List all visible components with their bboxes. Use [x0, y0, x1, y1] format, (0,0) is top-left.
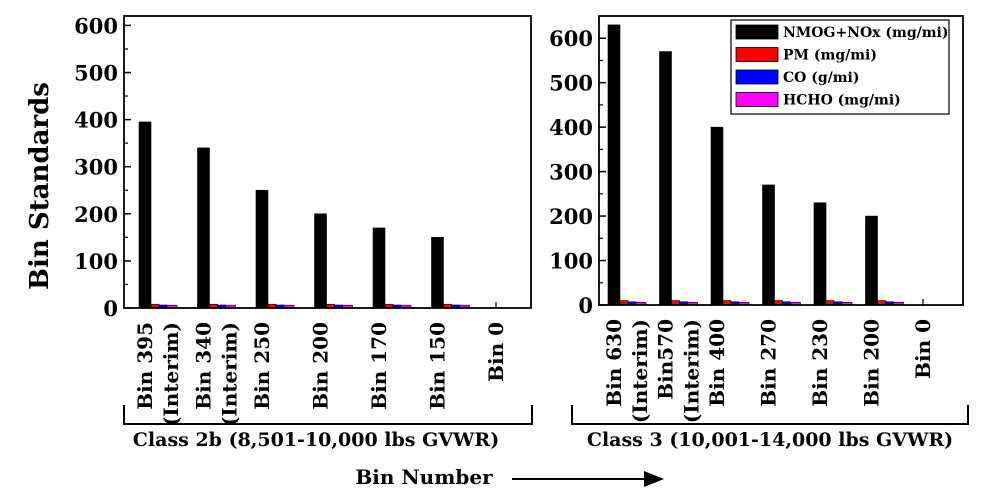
bar-nmognox-0	[138, 121, 152, 309]
legend-label: CO (g/mi)	[783, 70, 860, 86]
legend-swatch	[735, 69, 779, 85]
bar-nmognox-1	[197, 147, 210, 309]
plot-frame	[123, 15, 532, 309]
category-label: Bin 200	[860, 319, 884, 407]
legend-label: NMOG+NOx (mg/mi)	[783, 25, 948, 41]
category-label: Bin 395	[133, 322, 157, 410]
category-label: Bin570	[654, 319, 678, 400]
category-label: Bin 270	[757, 319, 781, 407]
bar-nmognox-4	[813, 202, 827, 306]
category-label: Bin 230	[808, 319, 832, 407]
bar-nmognox-5	[865, 215, 878, 306]
y-tick-label: 600	[549, 26, 593, 51]
category-label: Bin 630	[602, 319, 626, 407]
y-tick-label: 200	[74, 202, 118, 227]
y-tick-label: 100	[74, 249, 118, 274]
group-bracket	[571, 405, 969, 425]
group-label: Class 3 (10,001-14,000 lbs GVWR)	[587, 429, 953, 451]
legend-label: HCHO (mg/mi)	[783, 93, 901, 109]
legend-swatch	[735, 24, 779, 40]
group-label: Class 2b (8,501-10,000 lbs GVWR)	[133, 429, 499, 451]
y-tick-label: 300	[549, 160, 593, 185]
y-tick-label: 600	[74, 13, 118, 38]
bar-nmognox-1	[659, 51, 672, 306]
bar-nmognox-3	[762, 184, 775, 306]
y-tick-label: 0	[103, 296, 118, 321]
y-tick-label: 500	[549, 71, 593, 96]
category-label: Bin 150	[426, 322, 450, 410]
legend-swatch	[735, 47, 779, 62]
category-label: Bin 400	[705, 319, 729, 407]
bar-nmognox-2	[710, 126, 724, 306]
y-tick-label: 500	[74, 61, 118, 86]
bar-nmognox-3	[314, 213, 327, 309]
y-tick-label: 200	[549, 204, 593, 229]
y-tick-label: 300	[74, 155, 118, 180]
bar-nmognox-0	[607, 24, 621, 306]
bar-nmognox-4	[372, 227, 386, 309]
y-tick-label: 100	[549, 249, 593, 274]
category-sublabel: (Interim)	[159, 322, 183, 426]
category-label: Bin 170	[367, 322, 391, 410]
category-sublabel: (Interim)	[218, 322, 242, 426]
category-label: Bin 200	[309, 322, 333, 410]
category-sublabel: (Interim)	[628, 319, 652, 423]
bar-nmognox-2	[255, 189, 269, 309]
legend-label: PM (mg/mi)	[783, 48, 877, 64]
legend-swatch	[735, 92, 779, 107]
x-axis-title: Bin Number	[355, 465, 493, 489]
category-label: Bin 0	[911, 319, 935, 379]
y-tick-label: 400	[74, 108, 118, 133]
bar-nmognox-5	[431, 237, 444, 309]
group-bracket	[123, 405, 533, 425]
plot-frame	[598, 15, 964, 306]
y-tick-label: 0	[578, 293, 593, 318]
category-label: Bin 250	[250, 322, 274, 410]
y-tick-label: 400	[549, 115, 593, 140]
category-sublabel: (Interim)	[680, 319, 704, 423]
category-label: Bin 0	[484, 322, 508, 382]
category-label: Bin 340	[192, 322, 216, 410]
y-axis-title: Bin Standards	[25, 82, 55, 290]
